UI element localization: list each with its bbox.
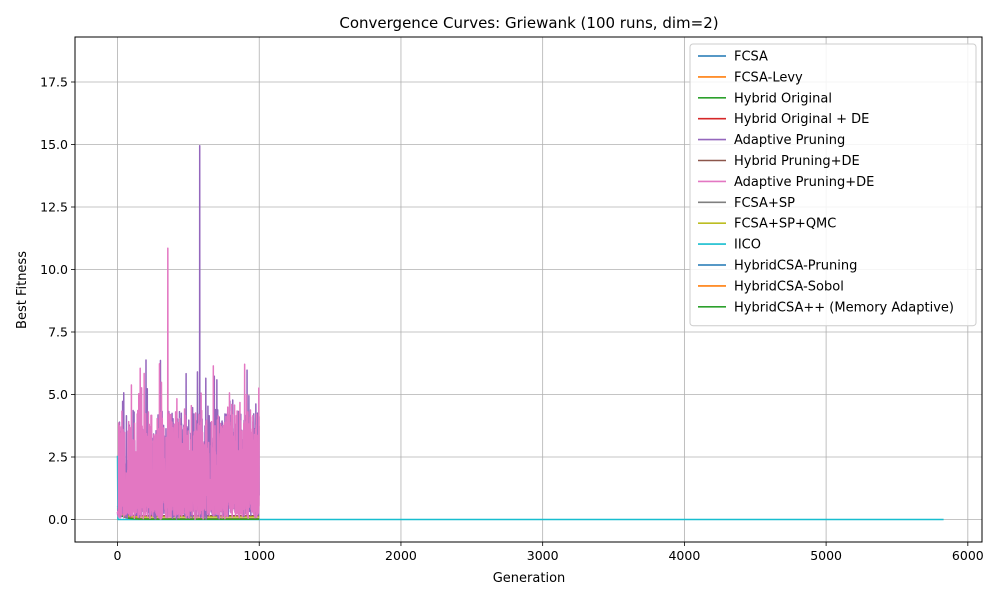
x-axis-label: Generation — [493, 571, 566, 586]
y-tick-label: 0.0 — [48, 512, 68, 527]
x-tick-label: 2000 — [385, 548, 417, 563]
legend-entry: HybridCSA-Pruning — [734, 259, 857, 274]
y-tick-label: 17.5 — [40, 75, 68, 90]
x-tick-label: 4000 — [668, 548, 700, 563]
legend-entry: IICO — [734, 238, 761, 253]
y-axis-ticks: 0.0 2.5 5.0 7.5 10.0 12.5 15.0 17.5 — [40, 75, 75, 527]
series-line — [116, 247, 260, 521]
x-tick-label: 1000 — [243, 548, 275, 563]
x-tick-label: 6000 — [952, 548, 984, 563]
y-tick-label: 5.0 — [48, 387, 68, 402]
legend-entry: Hybrid Pruning+DE — [734, 154, 860, 169]
x-axis-ticks: 0 1000 2000 3000 4000 5000 6000 — [114, 542, 984, 563]
legend-entry: FCSA+SP — [734, 196, 795, 211]
legend-entry: HybridCSA-Sobol — [734, 279, 844, 294]
y-axis-label: Best Fitness — [15, 251, 30, 329]
x-tick-label: 3000 — [527, 548, 559, 563]
plot-frame — [74, 36, 983, 543]
legend-entry: Adaptive Pruning — [734, 133, 845, 148]
chart-title: Convergence Curves: Griewank (100 runs, … — [339, 14, 718, 32]
y-tick-label: 2.5 — [48, 450, 68, 465]
series-line — [116, 511, 260, 520]
x-tick-label: 0 — [114, 548, 122, 563]
y-tick-label: 10.0 — [40, 262, 68, 277]
legend-entry: Hybrid Original — [734, 91, 832, 106]
legend-entry: Adaptive Pruning+DE — [734, 175, 874, 190]
x-tick-label: 5000 — [810, 548, 842, 563]
y-tick-label: 15.0 — [40, 137, 68, 152]
legend-box — [689, 43, 977, 327]
legend-entry: FCSA+SP+QMC — [734, 217, 836, 232]
y-tick-label: 7.5 — [48, 325, 68, 340]
series-layer — [116, 145, 945, 521]
legend-entry: FCSA — [734, 50, 768, 65]
legend-entry: FCSA-Levy — [734, 70, 803, 85]
legend-entry: Hybrid Original + DE — [734, 112, 869, 127]
y-tick-label: 12.5 — [40, 200, 68, 215]
legend-entry: HybridCSA++ (Memory Adaptive) — [734, 300, 954, 315]
legend: FCSA FCSA-Levy Hybrid Original Hybrid Origi… — [689, 43, 977, 327]
